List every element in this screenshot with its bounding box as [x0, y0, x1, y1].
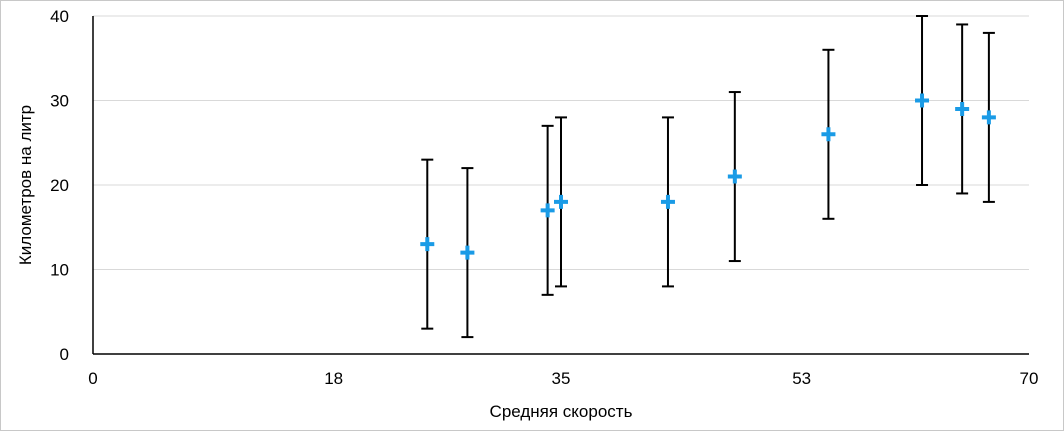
y-tick-label: 40 [50, 7, 69, 26]
point-layer [420, 93, 996, 260]
data-point-marker [420, 237, 435, 252]
data-point-marker [460, 245, 475, 260]
data-point-marker [821, 127, 836, 142]
y-tick-label: 0 [60, 345, 69, 364]
error-bar-layer [421, 15, 995, 339]
data-point-marker [660, 194, 675, 209]
y-tick-label: 30 [50, 92, 69, 111]
x-axis-label: Средняя скорость [490, 402, 633, 421]
data-point-marker [540, 203, 555, 218]
data-point-marker [554, 194, 568, 209]
tick-label-layer: 0 10 20 30 40 0 18 35 53 70 [50, 7, 1038, 388]
x-tick-label: 18 [324, 369, 343, 388]
data-point-marker [955, 101, 970, 116]
axis-layer [92, 16, 1029, 355]
y-tick-label: 20 [50, 176, 69, 195]
y-tick-label: 10 [50, 261, 69, 280]
x-tick-label: 35 [552, 369, 571, 388]
x-tick-label: 0 [88, 369, 97, 388]
data-point-marker [981, 110, 996, 125]
data-point-marker [727, 169, 742, 184]
x-tick-label: 70 [1020, 369, 1039, 388]
data-point-marker [915, 93, 930, 108]
x-tick-label: 53 [792, 369, 811, 388]
y-axis-label: Километров на литр [16, 105, 35, 265]
